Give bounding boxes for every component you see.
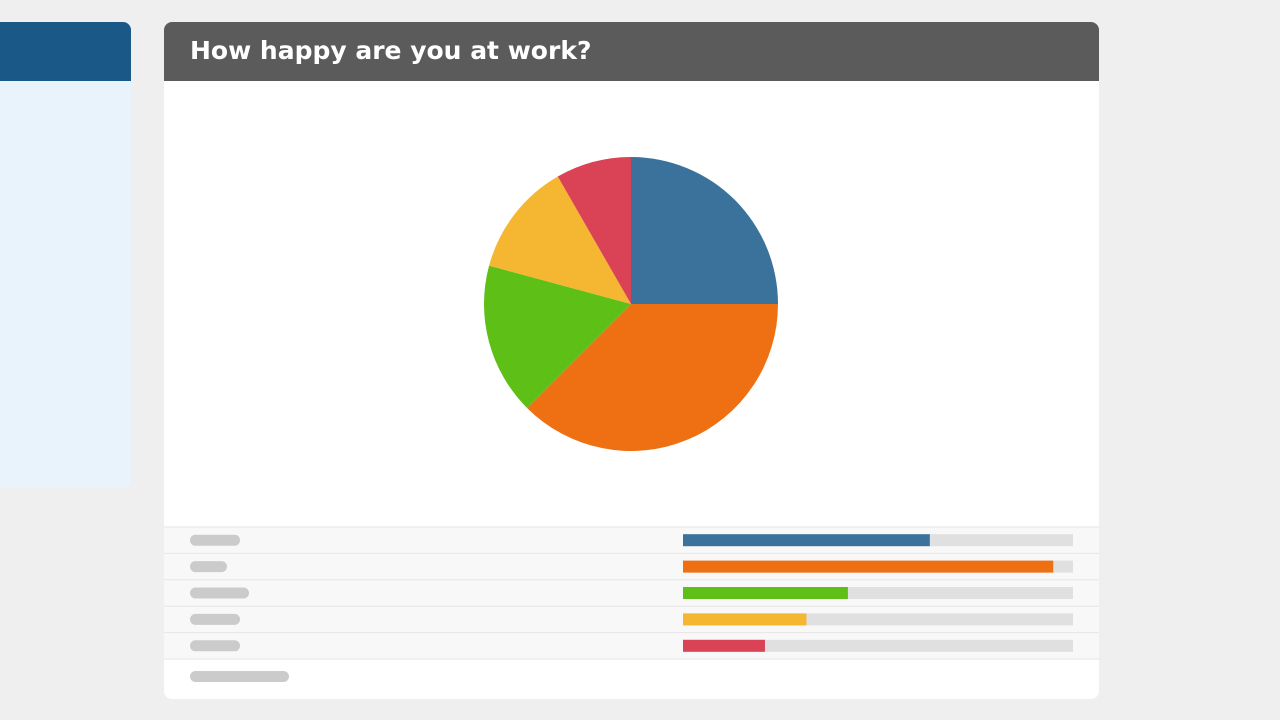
label-placeholder [190,561,227,573]
footer-placeholder [190,671,289,682]
pie [483,157,778,451]
bar [683,587,848,599]
side-panel-header [0,22,131,81]
bar [683,613,807,626]
pie-slice [489,176,631,304]
pie-slice [557,157,631,304]
pie-slice [631,157,778,304]
bar [683,534,930,547]
card-header [164,22,1099,81]
bar [683,560,1054,573]
pie-slice [483,265,631,408]
label-placeholder [190,534,240,546]
bar-track [683,639,1073,652]
label-placeholder [190,587,249,599]
side-panel [0,22,131,488]
label-placeholder [190,613,240,625]
bar [683,639,765,652]
label-placeholder [190,640,240,652]
card-title: How happy are you at work? [190,36,591,65]
pie-slice [527,304,778,451]
rows [164,534,1099,660]
